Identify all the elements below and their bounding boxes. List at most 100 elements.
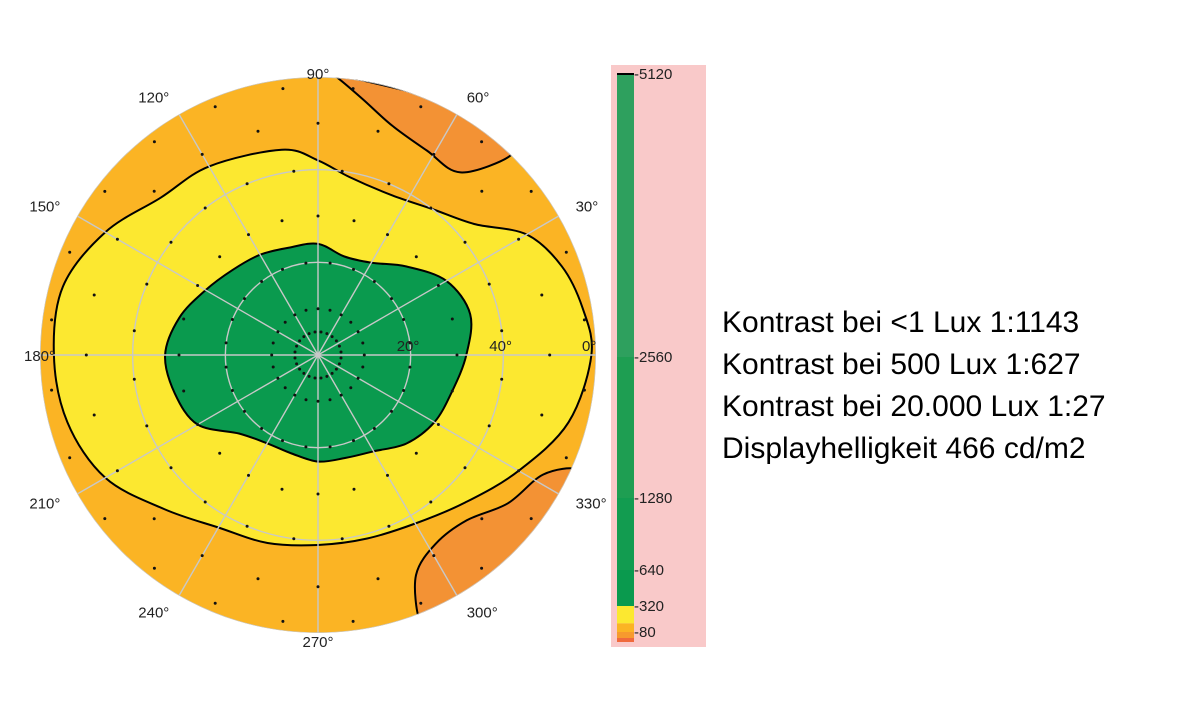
measurement-dot: [517, 237, 521, 241]
measurement-dot: [432, 554, 436, 558]
measurement-dot: [313, 330, 317, 334]
angle-label-90: 90°: [307, 66, 330, 83]
measurement-dot: [390, 409, 393, 413]
measurement-dot: [152, 189, 156, 193]
measurement-dot: [302, 371, 306, 375]
stat-contrast-20000-lux: Kontrast bei 20.000 Lux 1:27: [722, 390, 1106, 423]
measurement-dot: [313, 376, 317, 380]
measurement-dot: [319, 376, 323, 380]
measurement-dot: [334, 367, 338, 371]
measurement-dot: [349, 386, 353, 390]
measurement-dot: [281, 439, 284, 443]
measurement-dot: [304, 445, 308, 449]
measurement-dot: [218, 255, 222, 259]
measurement-dot: [307, 374, 311, 378]
measurement-dot: [402, 318, 406, 321]
measurement-dot: [196, 284, 200, 287]
measurement-dot: [328, 398, 332, 402]
measurement-dot: [276, 376, 280, 380]
measurement-dot: [582, 318, 586, 322]
measurement-dot: [270, 353, 274, 357]
measurement-dot: [152, 566, 156, 570]
colorbar-tick-80: -80: [634, 624, 656, 641]
angle-label-270: 270°: [302, 634, 333, 651]
measurement-dot: [529, 517, 533, 521]
measurement-dot: [376, 577, 380, 581]
radial-label-20: 20°: [397, 338, 420, 355]
colorbar-band-0: [617, 638, 634, 642]
measurement-dot: [325, 374, 329, 378]
measurement-dot: [352, 487, 356, 491]
measurement-dot: [480, 140, 484, 144]
measurement-dot: [337, 344, 341, 348]
angle-label-30: 30°: [576, 198, 599, 215]
measurement-dot: [529, 189, 533, 193]
colorbar-tick-320: -320: [634, 598, 664, 615]
angle-labels: 0° 30° 60° 90° 120° 150° 180° 210° 240° 270° 300° 3…: [24, 66, 607, 651]
measurement-dot: [500, 329, 504, 333]
measurement-dot: [349, 320, 353, 324]
measurement-dot: [351, 619, 355, 623]
plot-area: [40, 77, 596, 633]
stat-display-brightness: Displayhelligkeit 466 cd/m2: [722, 432, 1086, 465]
measurement-dot: [283, 320, 287, 324]
measurement-dot: [316, 121, 320, 125]
measurement-dot: [540, 413, 544, 417]
measurement-dot: [247, 473, 250, 477]
stats-panel: Kontrast bei <1 Lux 1:1143 Kontrast bei …: [722, 302, 1106, 470]
angle-label-150: 150°: [29, 198, 60, 215]
measurement-dot: [196, 423, 200, 426]
measurement-dot: [339, 393, 343, 397]
measurement-dot: [280, 219, 284, 223]
measurement-dot: [330, 371, 334, 375]
stat-contrast-dark: Kontrast bei <1 Lux 1:1143: [722, 306, 1080, 339]
measurement-dot: [339, 313, 343, 317]
measurement-dot: [292, 537, 296, 541]
measurement-dot: [103, 189, 107, 193]
measurement-dot: [203, 206, 207, 210]
measurement-dot: [352, 439, 355, 443]
measurement-dot: [92, 413, 96, 417]
measurement-dot: [292, 169, 296, 173]
measurement-dot: [298, 367, 302, 371]
measurement-dot: [325, 332, 329, 336]
measurement-dot: [419, 601, 423, 605]
measurement-dot: [243, 297, 246, 301]
angle-label-330: 330°: [576, 496, 607, 513]
measurement-dot: [145, 282, 149, 286]
measurement-dot: [390, 297, 393, 301]
measurement-dot: [316, 399, 320, 403]
measurement-dot: [352, 219, 356, 223]
measurement-dot: [352, 267, 355, 271]
measurement-dot: [362, 353, 366, 357]
measurement-dot: [92, 293, 96, 297]
measurement-dot: [419, 105, 423, 109]
measurement-dot: [361, 341, 365, 345]
measurement-dot: [213, 601, 217, 605]
measurement-dot: [230, 389, 234, 392]
measurement-dot: [132, 329, 136, 333]
measurement-dot: [304, 398, 308, 402]
measurement-dot: [328, 261, 332, 265]
measurement-dot: [224, 341, 228, 345]
measurement-dot: [450, 389, 454, 393]
measurement-dot: [182, 389, 186, 393]
measurement-dot: [386, 473, 389, 477]
measurement-dot: [487, 424, 491, 428]
colorbar-tick-640: -640: [634, 562, 664, 579]
measurement-dot: [256, 577, 260, 581]
measurement-dot: [455, 353, 459, 357]
measurement-dot: [304, 261, 308, 265]
colorbar-band-2: [617, 623, 634, 632]
measurement-dot: [564, 250, 568, 254]
measurement-dot: [429, 206, 433, 210]
measurement-dot: [339, 356, 343, 360]
measurement-dot: [152, 517, 156, 521]
colorbar-tick-2560: -2560: [634, 349, 672, 366]
measurement-dot: [480, 189, 484, 193]
measurement-dot: [103, 517, 107, 521]
angle-label-120: 120°: [138, 89, 169, 106]
angle-label-180: 180°: [24, 348, 55, 365]
measurement-dot: [487, 282, 491, 286]
